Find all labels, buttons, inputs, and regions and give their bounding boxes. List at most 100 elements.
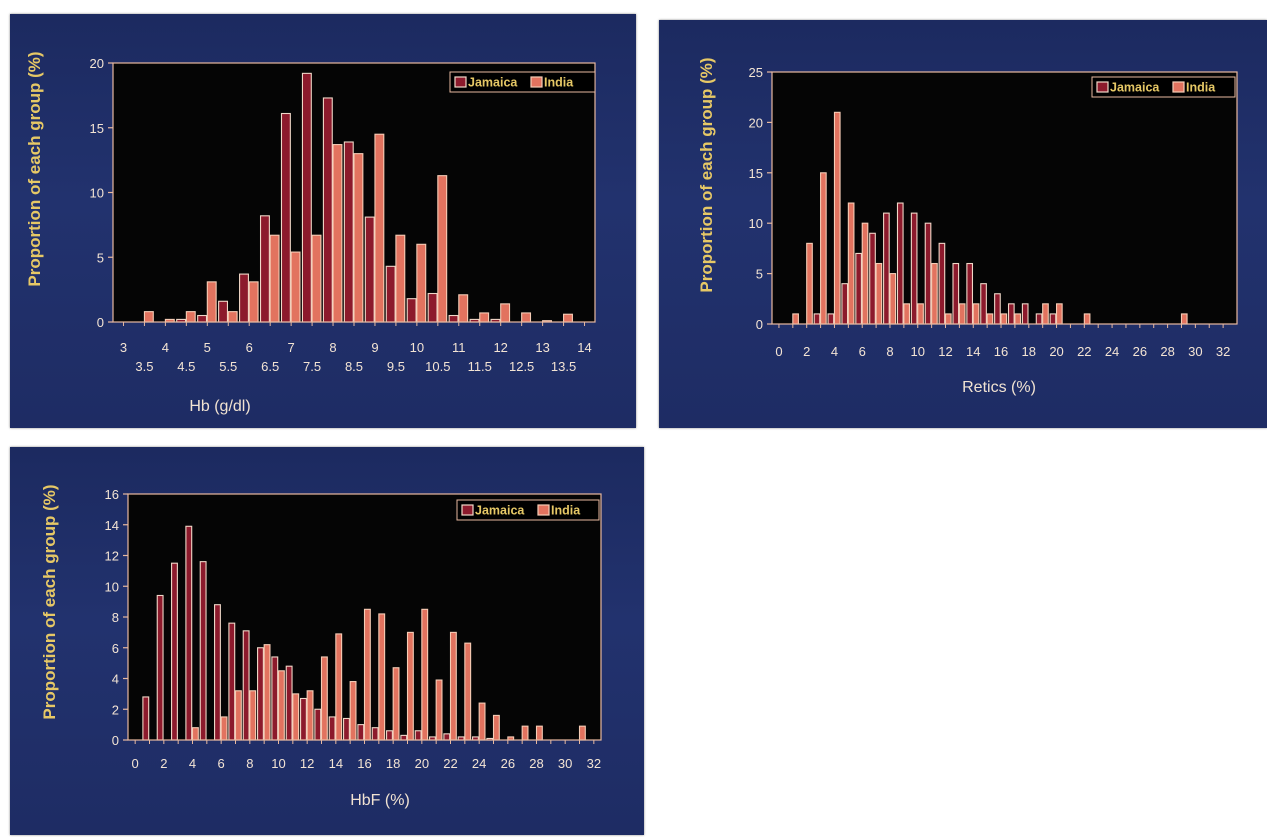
bar-india-4 [191, 727, 199, 741]
bar-jamaica-4 [827, 313, 835, 325]
y-tick-label: 8 [112, 610, 119, 625]
bar-jamaica-9 [364, 216, 375, 323]
x-tick-label: 0 [132, 756, 139, 771]
y-tick-label: 5 [756, 267, 763, 282]
bar-india-9 [903, 303, 911, 325]
x-tick-label: 26 [1133, 344, 1147, 359]
x-tick-label: 28 [1160, 344, 1174, 359]
bar-jamaica-2 [156, 594, 164, 741]
bar-jamaica-3 [171, 562, 178, 741]
legend-label-india: India [544, 76, 574, 90]
bar-india-9.5 [395, 234, 406, 323]
bar-jamaica-8 [242, 630, 250, 741]
bar-india-11 [931, 262, 938, 325]
y-tick-label: 0 [97, 315, 104, 330]
bar-india-23 [464, 642, 472, 741]
bar-jamaica-4 [185, 525, 193, 741]
x-tick-label: 14 [966, 344, 980, 359]
x-tick-label: 11 [452, 340, 466, 355]
bar-india-8.5 [353, 153, 364, 323]
x-tick-label: 3 [120, 340, 127, 355]
bar-india-6 [861, 222, 869, 325]
x-tick-label-secondary: 3.5 [135, 359, 153, 374]
bar-jamaica-12 [938, 242, 946, 325]
bar-jamaica-22 [443, 733, 451, 741]
y-tick-label: 20 [90, 56, 104, 71]
x-axis-title: Retics (%) [962, 379, 1036, 396]
bar-india-15 [349, 681, 357, 741]
y-axis-title: Proportion of each group (%) [25, 51, 44, 286]
y-tick-label: 0 [112, 733, 119, 748]
bar-india-8 [249, 690, 257, 741]
legend-swatch-jamaica [454, 76, 467, 88]
x-tick-label-secondary: 7.5 [303, 359, 321, 374]
bar-india-9 [374, 133, 385, 323]
hb-chart: 0 5 10 15 20 3 4 5 6 7 8 9 10 11 12 13 14 3.5 4.5 5.5 6.5 7.5… [25, 51, 596, 415]
x-tick-label: 12 [493, 340, 507, 355]
bar-jamaica-11 [448, 314, 459, 323]
bar-jamaica-17 [1007, 303, 1015, 325]
bar-jamaica-9 [896, 202, 904, 325]
bar-jamaica-7 [228, 622, 236, 741]
bar-india-18 [392, 667, 400, 741]
bar-india-10.5 [437, 175, 448, 323]
bar-jamaica-11 [285, 665, 293, 741]
bar-jamaica-18 [1021, 303, 1029, 325]
plot-frame [771, 71, 1238, 325]
x-tick-label: 5 [204, 340, 211, 355]
bar-india-3.5 [143, 311, 154, 323]
bar-india-20 [421, 608, 429, 741]
bar-jamaica-10 [910, 212, 918, 325]
x-tick-label: 10 [271, 756, 285, 771]
bar-jamaica-20 [414, 730, 422, 741]
bar-jamaica-18 [386, 730, 393, 741]
bar-jamaica-10 [406, 298, 417, 323]
bar-india-11 [458, 294, 469, 323]
y-tick-label: 0 [756, 317, 763, 332]
x-tick-label: 10 [911, 344, 925, 359]
x-tick-label: 6 [859, 344, 866, 359]
bar-jamaica-7 [280, 112, 291, 323]
bar-india-10 [277, 670, 285, 741]
bar-jamaica-7 [869, 232, 876, 325]
bar-india-8 [889, 273, 897, 325]
bar-india-16 [363, 608, 371, 741]
x-tick-label-secondary: 10.5 [425, 359, 450, 374]
x-tick-label: 2 [803, 344, 810, 359]
bar-india-15 [986, 313, 994, 325]
bar-india-4.5 [185, 311, 196, 323]
bar-jamaica-8.5 [343, 141, 354, 323]
bar-jamaica-7.5 [301, 72, 312, 323]
x-tick-label-secondary: 11.5 [468, 359, 492, 374]
bar-india-31 [578, 725, 586, 741]
legend: Jamaica India [449, 71, 596, 93]
bar-jamaica-14 [328, 716, 336, 741]
legend-swatch-jamaica [461, 504, 474, 516]
x-tick-label: 20 [415, 756, 429, 771]
x-tick-label: 22 [443, 756, 457, 771]
y-tick-label: 12 [105, 549, 119, 564]
bar-india-10 [416, 243, 427, 323]
x-tick-label: 24 [1105, 344, 1119, 359]
legend-box [449, 71, 596, 93]
x-tick-label: 9 [371, 340, 378, 355]
x-tick-label: 18 [386, 756, 400, 771]
x-tick-label: 20 [1049, 344, 1063, 359]
x-tick-label: 7 [288, 340, 295, 355]
bar-india-12 [306, 690, 314, 741]
bar-india-14 [335, 633, 343, 741]
chart-panel-hb: 0 5 10 15 20 3 4 5 6 7 8 9 10 11 12 13 14 3.5 4.5 5.5 6.5 7.5… [10, 14, 636, 428]
y-tick-label: 14 [105, 518, 119, 533]
bar-india-12 [944, 313, 952, 325]
bar-india-12.5 [521, 312, 532, 323]
x-tick-label: 4 [831, 344, 838, 359]
legend: Jamaica India [456, 499, 600, 521]
x-tick-label: 28 [529, 756, 543, 771]
x-tick-label-secondary: 8.5 [345, 359, 363, 374]
bar-india-2 [806, 242, 813, 325]
chart-panel-retics: 0 5 10 15 20 25 0 2 4 6 8 10 12 14 16 18 20 22 24 26 28 30 32 P… [659, 20, 1267, 428]
x-tick-label-secondary: 5.5 [219, 359, 237, 374]
bar-jamaica-13 [314, 708, 322, 741]
x-tick-label-secondary: 9.5 [387, 359, 405, 374]
